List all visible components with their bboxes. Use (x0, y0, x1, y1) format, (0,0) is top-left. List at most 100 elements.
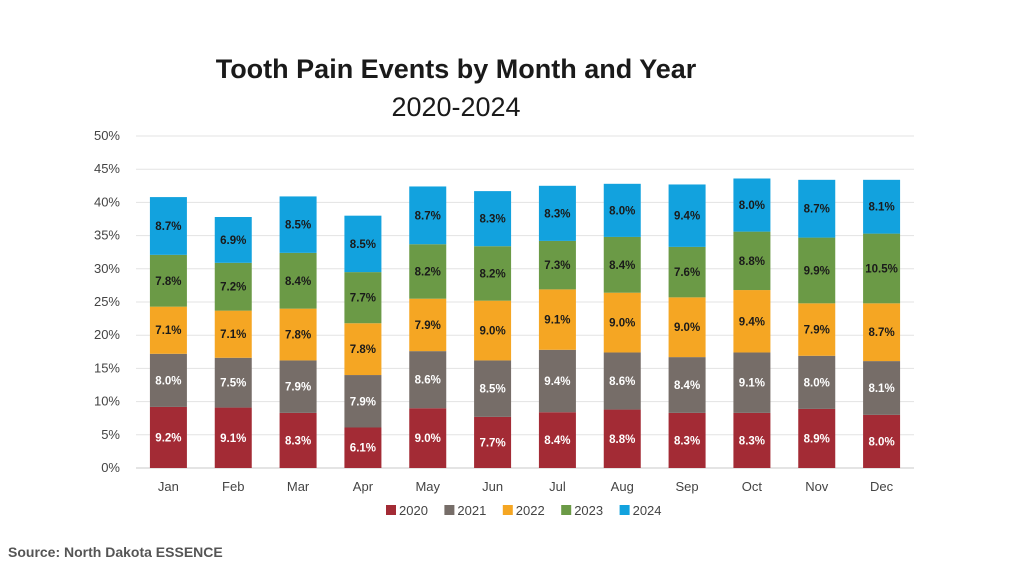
data-label: 9.4% (544, 376, 570, 388)
x-tick-label: Dec (870, 479, 894, 494)
data-label: 9.4% (739, 316, 765, 328)
data-label: 8.4% (544, 435, 570, 447)
bar-segment-2021-apr (344, 375, 382, 428)
legend-label-2023: 2023 (574, 503, 603, 518)
y-tick-label: 10% (94, 394, 120, 409)
legend-label-2022: 2022 (516, 503, 545, 518)
bar-segment-2023-oct (733, 231, 771, 291)
data-label: 7.8% (155, 276, 181, 288)
bar-segment-2024-feb (214, 217, 252, 263)
data-label: 7.8% (350, 344, 376, 356)
data-label: 6.9% (220, 235, 246, 247)
bar-segment-2022-jan (149, 306, 187, 354)
data-label: 7.2% (220, 282, 246, 294)
bar-segment-2023-aug (603, 236, 641, 293)
data-label: 8.7% (804, 204, 830, 216)
y-tick-label: 5% (101, 427, 120, 442)
y-tick-label: 20% (94, 327, 120, 342)
bar-segment-2024-sep (668, 184, 706, 247)
bar-segment-2024-jan (149, 197, 187, 255)
chart-subtitle: 2020-2024 (391, 92, 521, 122)
y-tick-label: 25% (94, 294, 120, 309)
bar-segment-2024-apr (344, 215, 382, 273)
legend-swatch-2022 (502, 505, 513, 515)
x-tick-label: Feb (222, 479, 244, 494)
y-tick-label: 35% (94, 228, 120, 243)
legend-label-2021: 2021 (457, 503, 486, 518)
legend-swatch-2020 (386, 505, 396, 515)
bar-segment-2022-dec (863, 303, 901, 362)
bar-segment-2023-sep (668, 246, 706, 298)
bar-segment-2021-dec (863, 361, 901, 415)
data-label: 7.7% (479, 437, 505, 449)
data-label: 8.5% (479, 384, 505, 396)
chart-title: Tooth Pain Events by Month and Year (215, 54, 697, 84)
bar-segment-2021-jan (149, 353, 187, 407)
data-label: 9.9% (804, 265, 830, 277)
data-label: 7.1% (220, 329, 246, 341)
data-label: 8.2% (479, 268, 505, 280)
legend-swatch-2023 (561, 505, 572, 515)
data-label: 7.1% (155, 325, 181, 337)
bar-segment-2024-oct (733, 178, 771, 232)
bar-segment-2023-may (409, 244, 447, 299)
x-tick-label: Aug (611, 479, 634, 494)
x-tick-label: Jul (549, 479, 566, 494)
data-label: 9.2% (155, 432, 181, 444)
source-note: Source: North Dakota ESSENCE (8, 544, 223, 560)
x-tick-label: May (415, 479, 440, 494)
bar-segment-2024-nov (798, 179, 836, 238)
data-label: 7.8% (285, 330, 311, 342)
x-tick-label: Jan (158, 479, 179, 494)
legend-swatch-2024 (619, 505, 630, 515)
bar-segment-2023-dec (863, 233, 901, 304)
x-tick-label: Mar (287, 479, 310, 494)
data-label: 8.7% (155, 221, 181, 233)
bar-segment-2023-apr (344, 272, 382, 324)
data-label: 7.9% (285, 382, 311, 394)
y-tick-label: 45% (94, 161, 120, 176)
bar-segment-2020-oct (733, 412, 771, 468)
x-tick-label: Apr (353, 479, 374, 494)
y-tick-label: 15% (94, 360, 120, 375)
data-label: 8.1% (868, 202, 894, 214)
data-label: 9.1% (544, 315, 570, 327)
bar-segment-2020-apr (344, 427, 382, 468)
bar-segment-2021-may (409, 351, 447, 409)
data-label: 7.9% (804, 325, 830, 337)
data-label: 8.0% (739, 200, 765, 212)
bar-segment-2021-sep (668, 357, 706, 413)
bar-segment-2022-jul (538, 289, 576, 350)
bar-segment-2024-jun (474, 191, 512, 247)
data-label: 9.0% (479, 326, 505, 338)
data-label: 8.4% (609, 260, 635, 272)
data-label: 8.8% (609, 434, 635, 446)
data-label: 7.3% (544, 260, 570, 272)
data-label: 8.0% (609, 205, 635, 217)
legend-label-2020: 2020 (399, 503, 428, 518)
bar-segment-2022-oct (733, 290, 771, 353)
data-label: 8.7% (415, 210, 441, 222)
data-label: 8.3% (544, 208, 570, 220)
bar-segment-2020-may (409, 408, 447, 468)
data-label: 8.2% (415, 266, 441, 278)
bar-segment-2022-may (409, 298, 447, 352)
bar-segment-2022-sep (668, 297, 706, 358)
data-label: 10.5% (865, 263, 898, 275)
bar-segment-2020-aug (603, 409, 641, 468)
bar-segment-2021-mar (279, 360, 317, 413)
bar-segment-2021-jun (474, 360, 512, 417)
data-label: 8.4% (674, 380, 700, 392)
data-label: 8.6% (415, 375, 441, 387)
bar-segment-2022-nov (798, 303, 836, 356)
data-label: 9.1% (739, 378, 765, 390)
data-label: 8.3% (285, 435, 311, 447)
bar-segment-2020-mar (279, 412, 317, 468)
data-label: 7.9% (350, 396, 376, 408)
bar-segment-2022-jun (474, 300, 512, 361)
data-label: 8.0% (868, 436, 894, 448)
bar-segment-2021-aug (603, 352, 641, 410)
bar-segment-2024-mar (279, 196, 317, 253)
bar-segment-2020-jan (149, 406, 187, 468)
